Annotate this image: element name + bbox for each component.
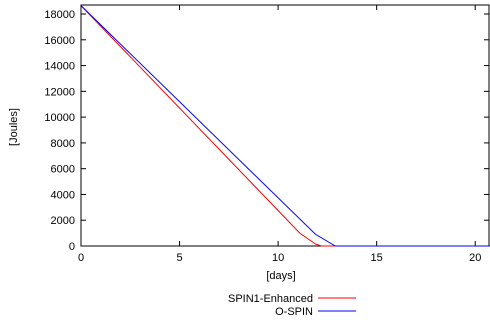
y-tick-label: 10000 [44,112,75,124]
y-tick-label: 0 [69,241,75,253]
y-tick-label: 8000 [51,138,75,150]
y-axis-title: [Joules] [8,108,20,146]
y-tick-label: 6000 [51,164,75,176]
y-tick-label: 18000 [44,9,75,21]
x-axis-ticks: 0 5 10 15 20 [78,5,481,264]
y-tick-label: 12000 [44,86,75,98]
x-tick-label: 15 [371,252,383,264]
legend-label-1: O-SPIN [275,306,313,318]
plot-frame [80,4,490,247]
y-axis-ticks: 0 2000 4000 6000 8000 10000 12000 14000 16000 180… [44,9,489,253]
x-tick-label: 0 [78,252,84,264]
series-line-1 [80,5,490,247]
y-tick-label: 2000 [51,215,75,227]
y-tick-label: 16000 [44,35,75,47]
legend-label-0: SPIN1-Enhanced [228,293,313,305]
x-tick-label: 20 [469,252,481,264]
x-tick-label: 5 [176,252,182,264]
y-tick-label: 4000 [51,189,75,201]
x-axis-title: [days] [266,270,295,282]
x-tick-label: 10 [272,252,284,264]
plot-border [80,4,490,247]
series-line-0 [80,5,490,247]
series-layer [80,5,490,247]
y-tick-label: 14000 [44,61,75,73]
